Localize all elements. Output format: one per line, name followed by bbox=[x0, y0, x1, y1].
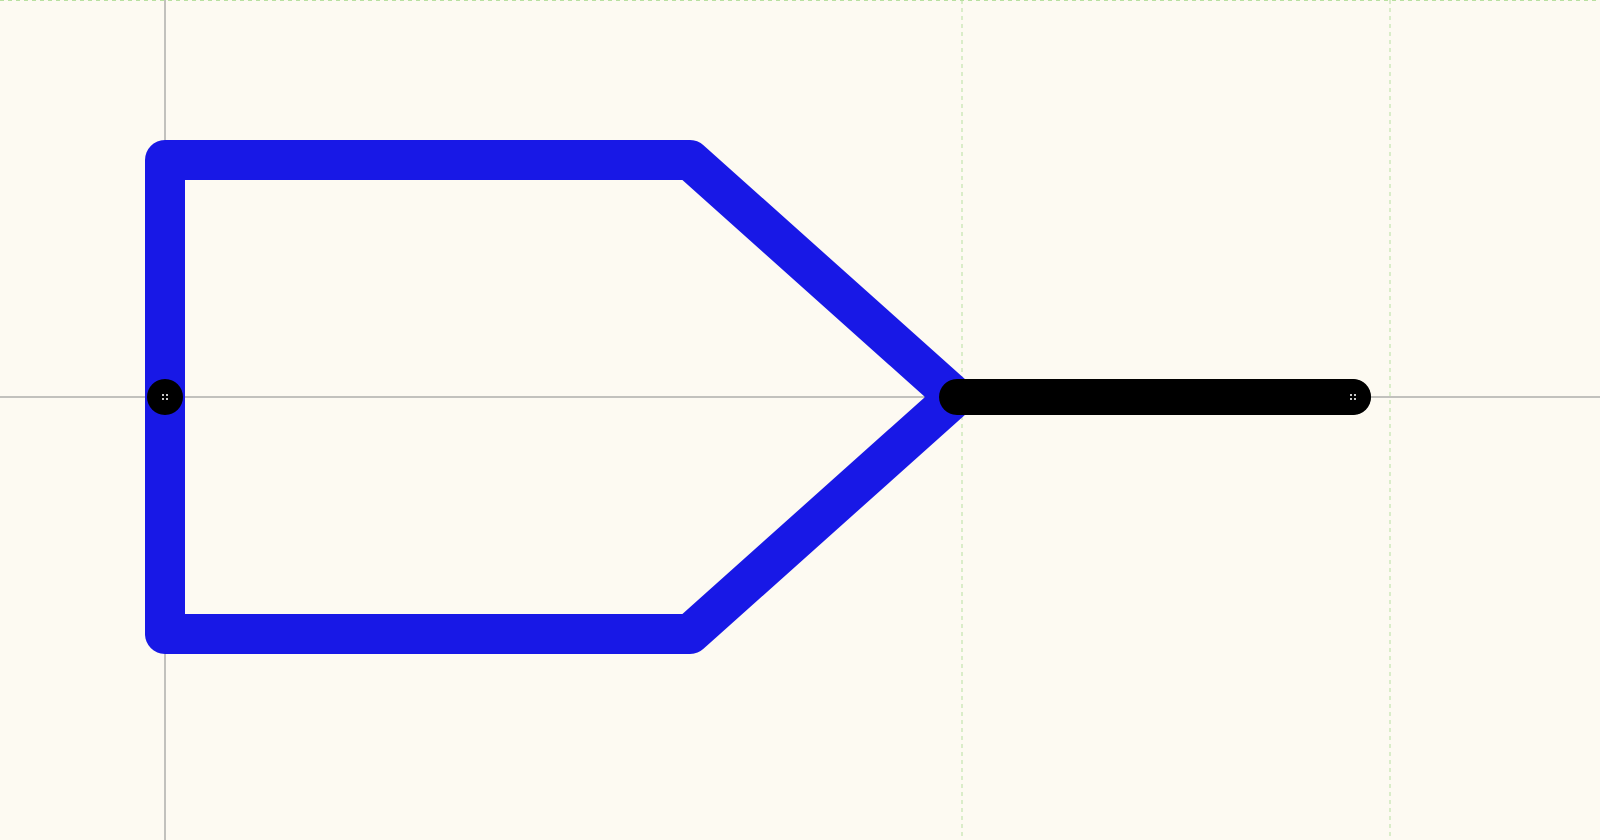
anchor-point[interactable] bbox=[147, 379, 183, 415]
anchor-marker-dot bbox=[1354, 394, 1356, 396]
anchor-marker-dot bbox=[1350, 394, 1352, 396]
anchor-marker-dot bbox=[162, 394, 164, 396]
anchor-marker-dot bbox=[166, 394, 168, 396]
anchor-marker-dot bbox=[1350, 398, 1352, 400]
anchor-point[interactable] bbox=[1335, 379, 1371, 415]
anchor-dot bbox=[1335, 379, 1371, 415]
schematic-canvas[interactable] bbox=[0, 0, 1600, 840]
canvas-background bbox=[0, 0, 1600, 840]
anchor-marker-dot bbox=[166, 398, 168, 400]
anchor-marker-dot bbox=[1354, 398, 1356, 400]
anchor-dot bbox=[147, 379, 183, 415]
anchor-marker-dot bbox=[162, 398, 164, 400]
